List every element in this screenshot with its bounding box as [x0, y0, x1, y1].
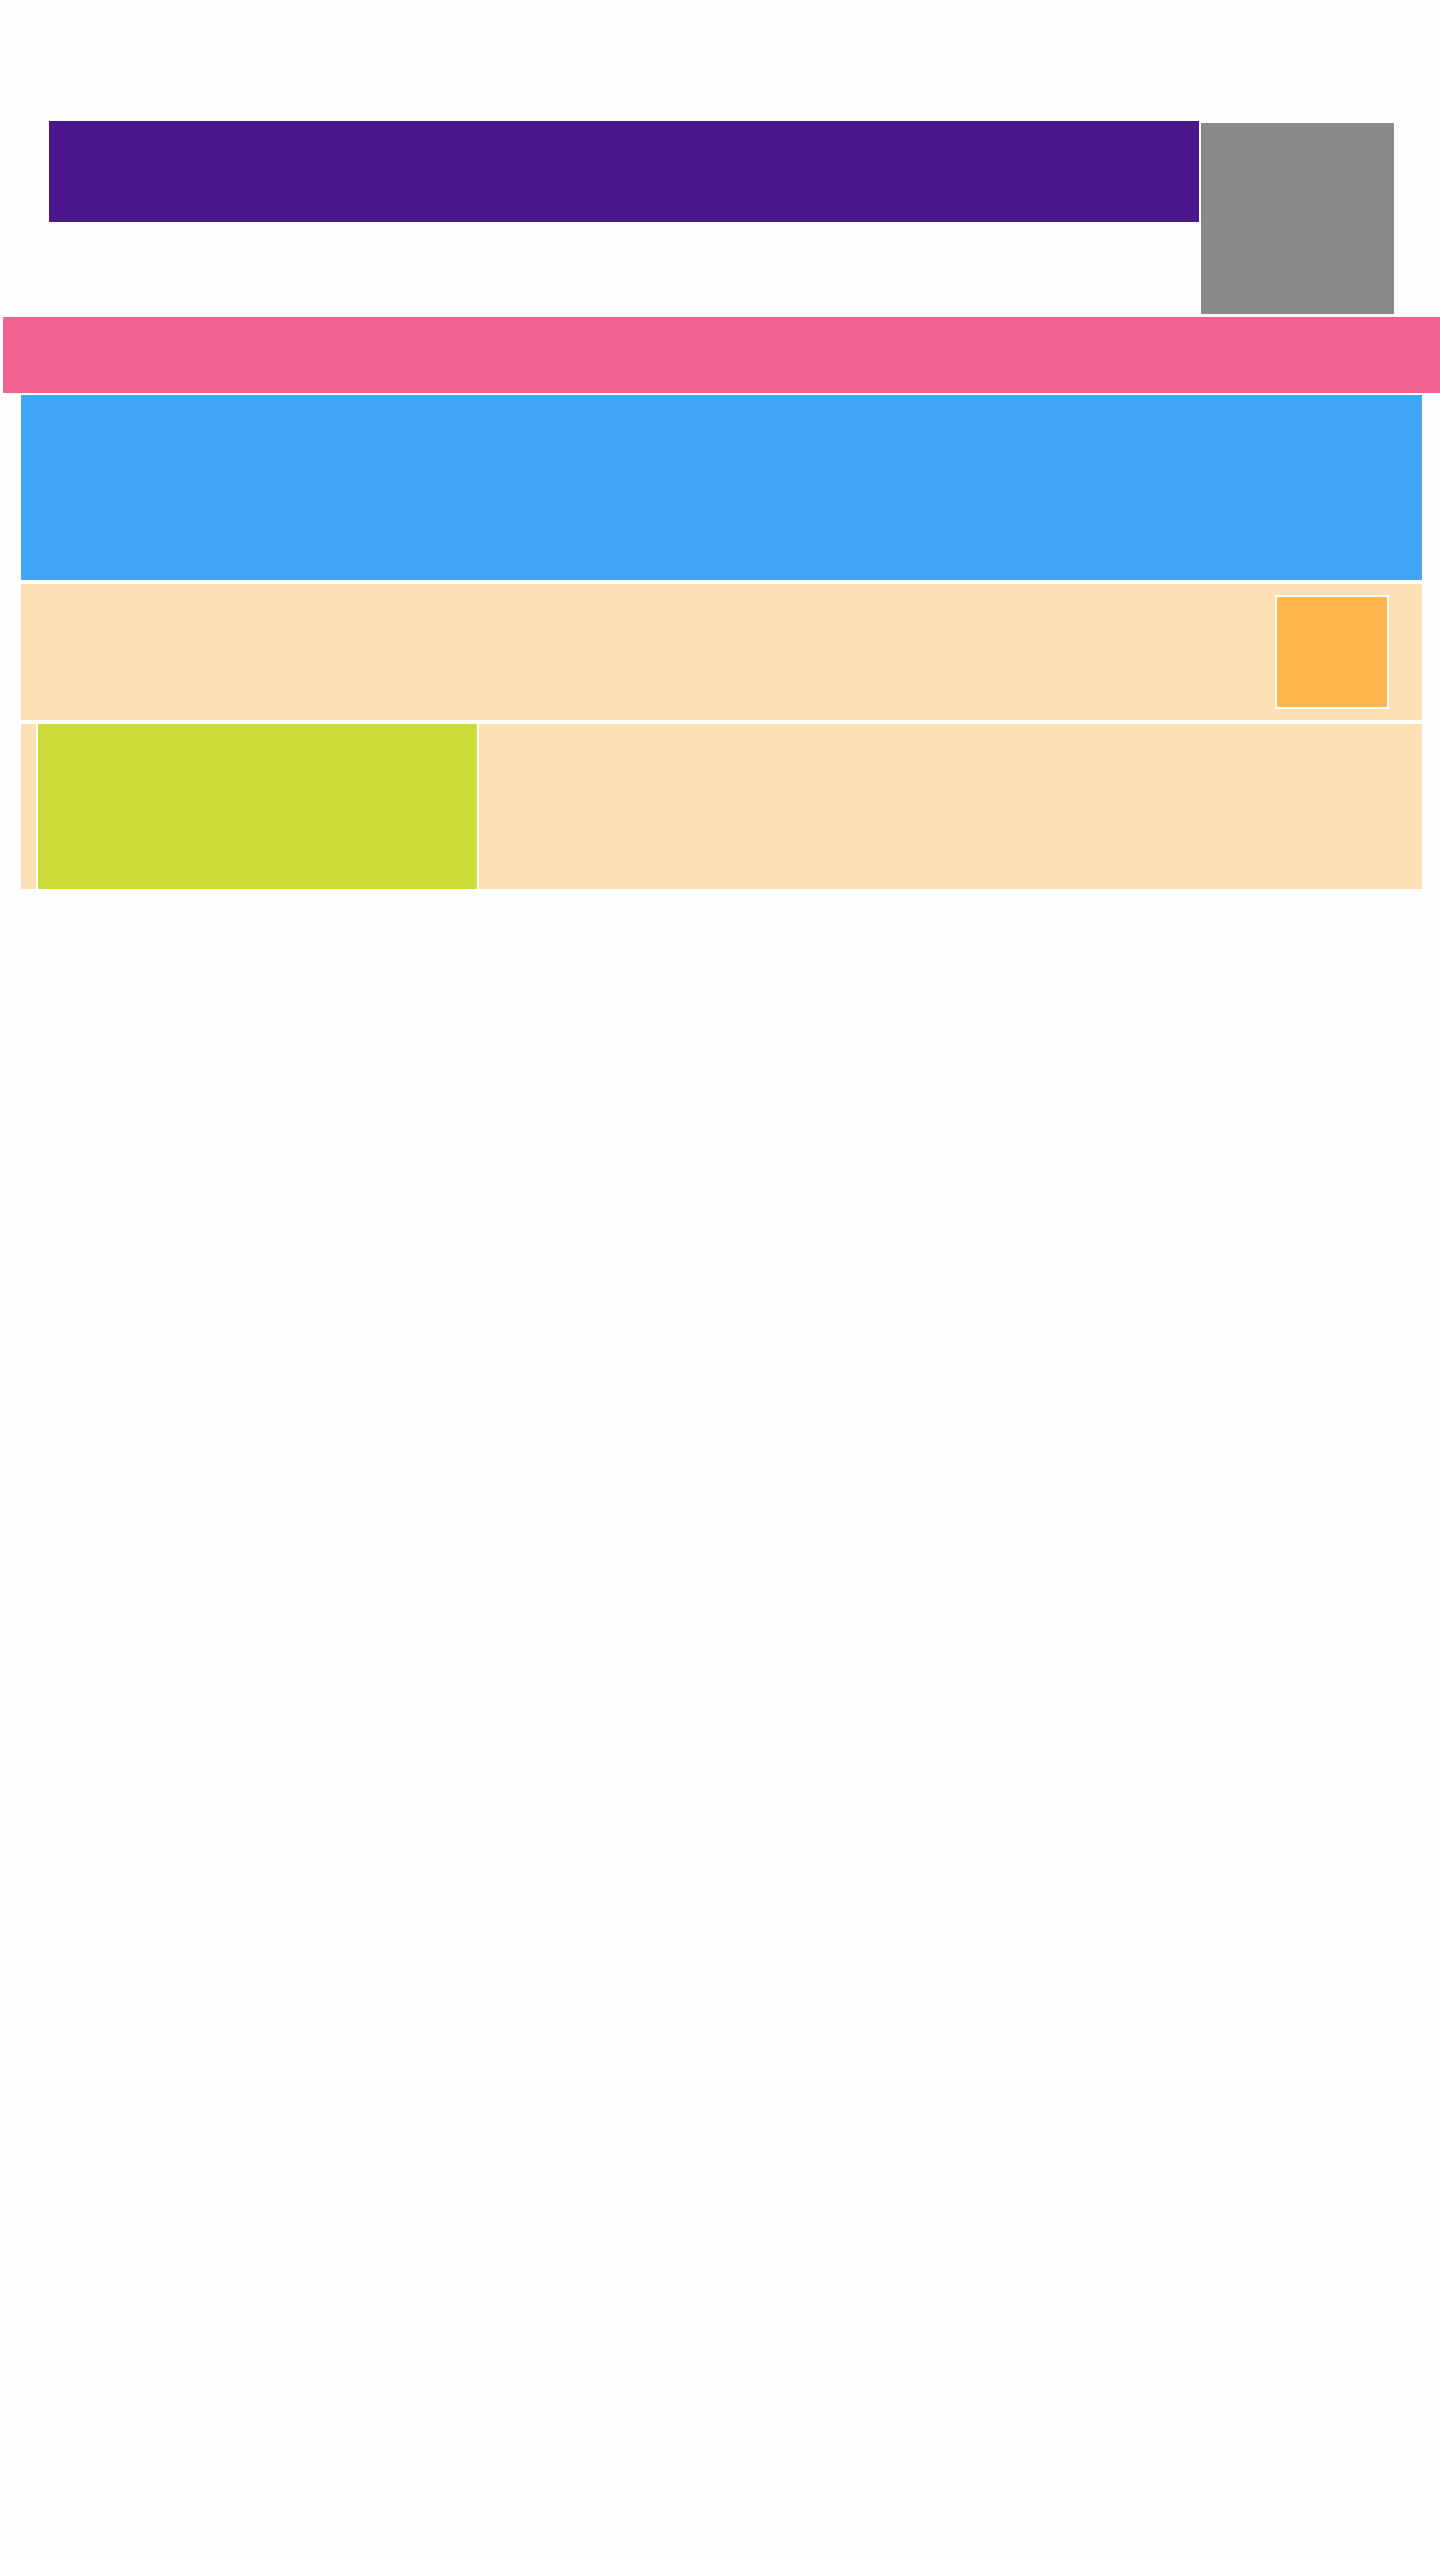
- header-banner: [49, 121, 1199, 222]
- side-panel-image-placeholder: [1199, 121, 1396, 316]
- hero-section: [19, 393, 1424, 582]
- nav-bar: [3, 317, 1440, 393]
- feature-card[interactable]: [36, 722, 479, 891]
- toolbar-row: [19, 582, 1424, 722]
- action-tile-button[interactable]: [1275, 595, 1389, 709]
